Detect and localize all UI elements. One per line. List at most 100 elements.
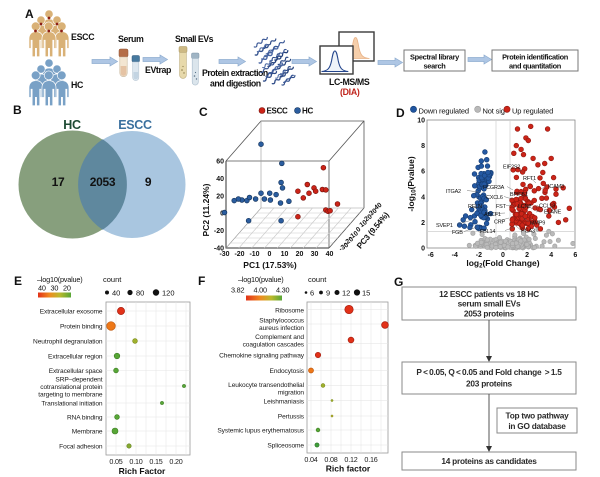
svg-text:-10: -10 bbox=[249, 251, 259, 258]
svg-text:2: 2 bbox=[421, 220, 425, 227]
svg-text:0.15: 0.15 bbox=[149, 457, 162, 466]
svg-text:Not sig: Not sig bbox=[483, 107, 505, 116]
svg-text:30: 30 bbox=[368, 207, 378, 217]
svg-text:HC: HC bbox=[302, 107, 313, 116]
svg-text:HC: HC bbox=[71, 80, 84, 90]
svg-text:4.00: 4.00 bbox=[254, 286, 268, 295]
svg-text:2: 2 bbox=[525, 252, 529, 259]
svg-text:ESCC: ESCC bbox=[71, 32, 95, 42]
svg-text:Endocytosis: Endocytosis bbox=[270, 368, 305, 375]
svg-text:CCL18: CCL18 bbox=[539, 204, 555, 210]
svg-text:4.30: 4.30 bbox=[276, 286, 290, 295]
svg-text:3.82: 3.82 bbox=[231, 286, 245, 295]
svg-text:20: 20 bbox=[216, 193, 224, 200]
svg-text:count: count bbox=[103, 275, 122, 284]
svg-text:20: 20 bbox=[363, 213, 373, 223]
svg-text:-20: -20 bbox=[234, 251, 244, 258]
svg-text:PC2 (11.24%): PC2 (11.24%) bbox=[201, 183, 211, 236]
svg-text:FGB: FGB bbox=[452, 230, 463, 236]
svg-text:Membrane: Membrane bbox=[72, 429, 103, 436]
svg-text:Chemokine signaling pathway: Chemokine signaling pathway bbox=[219, 353, 305, 360]
svg-text:40: 40 bbox=[38, 284, 46, 293]
svg-text:MMP9: MMP9 bbox=[530, 221, 545, 227]
svg-text:10: 10 bbox=[281, 251, 289, 258]
svg-text:aureus infection: aureus infection bbox=[259, 325, 304, 332]
svg-text:Ribosome: Ribosome bbox=[275, 308, 304, 315]
svg-text:4: 4 bbox=[549, 252, 553, 259]
svg-text:–log10(pvalue): –log10(pvalue) bbox=[238, 275, 283, 284]
svg-text:40: 40 bbox=[373, 202, 383, 212]
svg-text:Extracellular space: Extracellular space bbox=[49, 368, 103, 375]
svg-text:cotranslational protein: cotranslational protein bbox=[40, 384, 103, 391]
svg-text:targeting to membrane: targeting to membrane bbox=[38, 392, 103, 399]
svg-text:-6: -6 bbox=[428, 252, 434, 259]
svg-text:12: 12 bbox=[342, 289, 350, 298]
svg-text:G: G bbox=[394, 275, 403, 289]
svg-text:-10: -10 bbox=[348, 230, 360, 241]
svg-text:17: 17 bbox=[52, 175, 65, 189]
svg-text:6: 6 bbox=[421, 169, 425, 176]
svg-text:log2(Fold Change): log2(Fold Change) bbox=[466, 258, 539, 270]
svg-text:30: 30 bbox=[311, 251, 319, 258]
svg-text:C: C bbox=[199, 105, 208, 119]
svg-text:-30: -30 bbox=[338, 242, 350, 253]
svg-text:A: A bbox=[25, 7, 34, 21]
svg-text:Rich Factor: Rich Factor bbox=[119, 466, 166, 476]
svg-text:0: 0 bbox=[501, 252, 505, 259]
svg-text:serum small EVs: serum small EVs bbox=[458, 299, 521, 309]
svg-text:0.16: 0.16 bbox=[364, 455, 377, 464]
svg-text:Spliceosome: Spliceosome bbox=[267, 443, 304, 450]
svg-text:0: 0 bbox=[220, 211, 224, 218]
svg-text:HC: HC bbox=[63, 118, 81, 132]
svg-text:-20: -20 bbox=[214, 228, 224, 235]
svg-text:Translational initiation: Translational initiation bbox=[41, 401, 103, 408]
svg-text:0.12: 0.12 bbox=[344, 455, 357, 464]
svg-text:80: 80 bbox=[136, 289, 144, 298]
svg-text:Top two pathway: Top two pathway bbox=[506, 411, 570, 421]
svg-text:LCN2: LCN2 bbox=[518, 204, 531, 210]
svg-text:and quantitation: and quantitation bbox=[509, 62, 562, 71]
svg-text:Focal adhesion: Focal adhesion bbox=[59, 444, 103, 451]
svg-text:(DIA): (DIA) bbox=[340, 87, 360, 97]
svg-text:in GO database: in GO database bbox=[508, 421, 566, 431]
svg-text:Systemic lupus erythematosus: Systemic lupus erythematosus bbox=[217, 428, 304, 435]
svg-text:40: 40 bbox=[112, 289, 120, 298]
svg-text:40: 40 bbox=[216, 176, 224, 183]
svg-text:40: 40 bbox=[326, 251, 334, 258]
svg-text:count: count bbox=[308, 275, 327, 284]
svg-text:EVtrap: EVtrap bbox=[145, 65, 172, 75]
svg-text:FCGR3A: FCGR3A bbox=[483, 185, 505, 191]
svg-text:LC-MS/MS: LC-MS/MS bbox=[329, 77, 370, 87]
svg-text:0: 0 bbox=[421, 246, 425, 253]
svg-text:RELN: RELN bbox=[468, 204, 482, 210]
svg-text:-30: -30 bbox=[219, 251, 229, 258]
svg-text:Small EVs: Small EVs bbox=[175, 34, 214, 44]
svg-text:20: 20 bbox=[63, 284, 71, 293]
svg-text:B: B bbox=[13, 103, 22, 117]
svg-text:0.05: 0.05 bbox=[109, 457, 122, 466]
svg-text:ICAM3: ICAM3 bbox=[548, 184, 564, 190]
svg-text:PC1 (17.53%): PC1 (17.53%) bbox=[243, 260, 297, 270]
svg-text:Leukocyte transendothelial: Leukocyte transendothelial bbox=[228, 382, 304, 389]
svg-text:9: 9 bbox=[145, 175, 152, 189]
svg-text:60: 60 bbox=[216, 159, 224, 166]
svg-text:-4: -4 bbox=[452, 252, 458, 259]
svg-text:migration: migration bbox=[278, 390, 305, 397]
svg-text:FBL14: FBL14 bbox=[480, 229, 495, 235]
svg-text:Extracellular exosome: Extracellular exosome bbox=[40, 309, 103, 316]
svg-text:Spectral library: Spectral library bbox=[410, 53, 460, 62]
svg-text:12 ESCC patients vs 18 HC: 12 ESCC patients vs 18 HC bbox=[439, 289, 539, 299]
svg-text:0: 0 bbox=[355, 226, 362, 234]
svg-text:Protein binding: Protein binding bbox=[60, 324, 103, 331]
svg-text:D: D bbox=[396, 106, 405, 120]
svg-text:2053: 2053 bbox=[90, 175, 116, 189]
svg-text:120: 120 bbox=[162, 289, 175, 298]
svg-text:6: 6 bbox=[310, 289, 314, 298]
svg-text:Up regulated: Up regulated bbox=[512, 107, 553, 116]
svg-text:Down regulated: Down regulated bbox=[419, 107, 469, 116]
svg-text:CXCL6: CXCL6 bbox=[486, 195, 503, 201]
svg-text:search: search bbox=[423, 62, 446, 71]
svg-text:EIF2S2: EIF2S2 bbox=[503, 165, 520, 171]
svg-text:RFT1: RFT1 bbox=[523, 176, 536, 182]
svg-text:–log10(pvalue): –log10(pvalue) bbox=[37, 275, 82, 284]
